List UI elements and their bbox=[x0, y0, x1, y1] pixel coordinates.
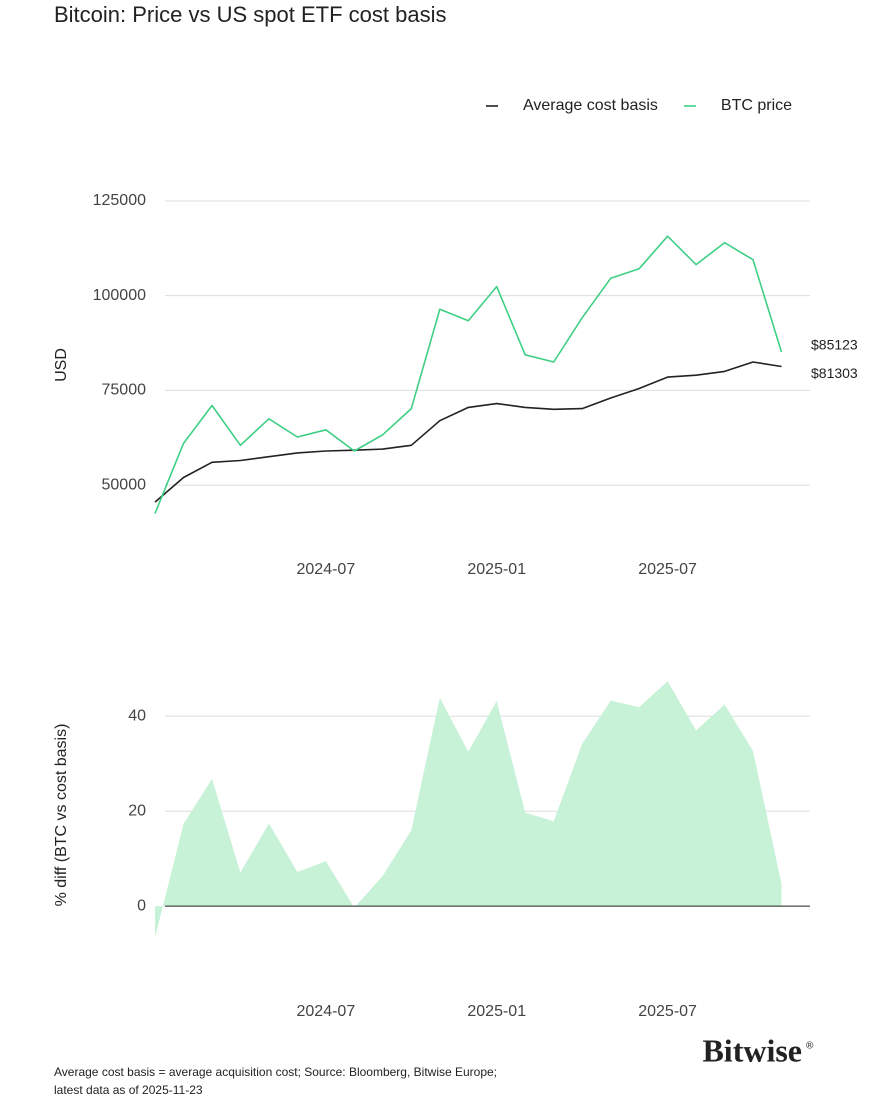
x-tick-label: 2025-01 bbox=[467, 561, 526, 578]
chart-title: Bitcoin: Price vs US spot ETF cost basis bbox=[54, 2, 446, 27]
footnote: latest data as of 2025-11-23 bbox=[54, 1083, 203, 1097]
y-tick-label: 40 bbox=[128, 707, 146, 724]
end-label: $81303 bbox=[811, 365, 858, 381]
x-tick-label: 2025-07 bbox=[638, 1003, 697, 1020]
y-axis-label: % diff (BTC vs cost basis) bbox=[53, 724, 70, 907]
line bbox=[154, 361, 782, 503]
legend-label: BTC price bbox=[721, 97, 792, 114]
x-tick-label: 2025-01 bbox=[467, 1003, 526, 1020]
y-tick-label: 20 bbox=[128, 802, 146, 819]
x-tick-label: 2024-07 bbox=[297, 561, 356, 578]
line bbox=[154, 235, 783, 514]
y-tick-label: 50000 bbox=[102, 476, 147, 493]
end-label: $85123 bbox=[811, 337, 858, 353]
area bbox=[155, 681, 782, 938]
y-tick-label: 100000 bbox=[93, 287, 146, 304]
footnote: Average cost basis = average acquisition… bbox=[54, 1065, 497, 1079]
x-tick-label: 2024-07 bbox=[297, 1003, 356, 1020]
y-tick-label: 75000 bbox=[102, 382, 147, 399]
y-tick-label: 125000 bbox=[93, 192, 146, 209]
legend-label: Average cost basis bbox=[523, 97, 658, 114]
brand-mark: ® bbox=[806, 1041, 814, 1052]
y-tick-label: 0 bbox=[137, 897, 146, 914]
brand-logo: Bitwise bbox=[702, 1032, 802, 1068]
y-axis-label: USD bbox=[53, 348, 70, 382]
x-tick-label: 2025-07 bbox=[638, 561, 697, 578]
